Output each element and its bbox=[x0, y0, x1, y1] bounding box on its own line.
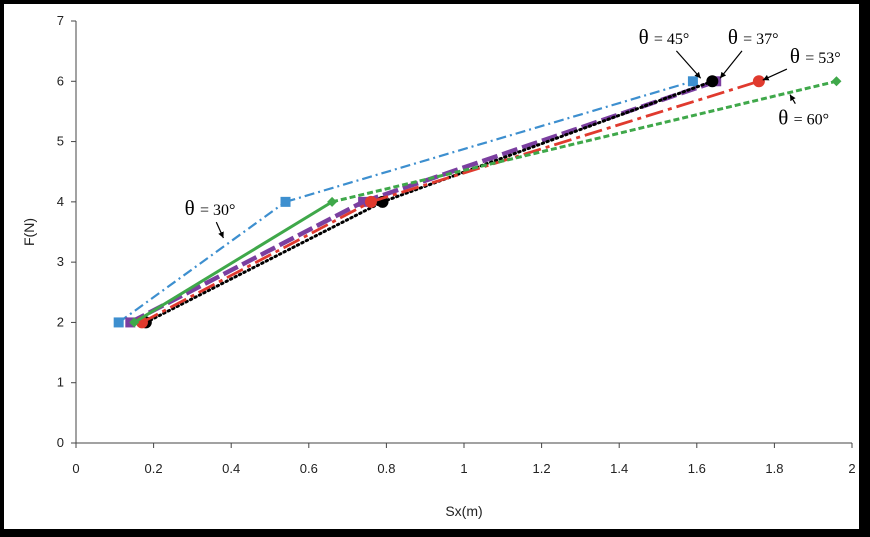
annotation-label: θ = 30° bbox=[185, 196, 236, 220]
annotation-4: θ = 53° bbox=[762, 44, 841, 81]
annotation-arrow bbox=[762, 68, 788, 81]
series-4 bbox=[135, 75, 765, 329]
annotation-arrow bbox=[719, 50, 743, 79]
data-point-marker bbox=[752, 75, 765, 88]
series-line-segment bbox=[331, 79, 837, 204]
y-tick-label: 5 bbox=[57, 134, 64, 149]
series-line-segment bbox=[141, 200, 372, 324]
annotations: θ = 30° θ = 45° θ = 37° θ = 53° θ = 60° bbox=[185, 25, 841, 239]
x-tick-label: 1 bbox=[460, 461, 467, 476]
annotation-label: θ = 60° bbox=[778, 106, 829, 130]
data-point-marker bbox=[129, 317, 140, 328]
annotation-5: θ = 60° bbox=[778, 94, 829, 130]
series-5 bbox=[129, 76, 842, 328]
data-point-marker bbox=[706, 75, 719, 88]
data-point-marker bbox=[280, 196, 291, 207]
x-tick-label: 0.6 bbox=[300, 461, 318, 476]
data-point-marker bbox=[327, 196, 338, 207]
annotation-arrow bbox=[215, 221, 224, 239]
annotation-arrow bbox=[675, 50, 702, 79]
x-tick-label: 1.4 bbox=[610, 461, 628, 476]
series-line-segment bbox=[285, 80, 694, 203]
data-point-marker bbox=[358, 196, 369, 207]
annotation-arrow bbox=[789, 94, 796, 104]
y-tick-label: 3 bbox=[57, 254, 64, 269]
data-point-marker bbox=[113, 317, 124, 328]
y-axis-title: F(N) bbox=[21, 218, 37, 246]
y-tick-label: 7 bbox=[57, 13, 64, 28]
axes: 0 1 2 3 4 5 6 7 0 0.2 0.4 0.6 0.8 1 1.2 1.4 1.6 1.8 2 bbox=[57, 13, 856, 476]
x-tick-label: 0.2 bbox=[145, 461, 163, 476]
annotation-label: θ = 37° bbox=[728, 25, 779, 49]
y-tick-label: 1 bbox=[57, 375, 64, 390]
x-tick-label: 0.8 bbox=[377, 461, 395, 476]
series-line-segment bbox=[133, 200, 333, 324]
annotation-label: θ = 53° bbox=[790, 44, 841, 68]
x-tick-label: 0 bbox=[72, 461, 79, 476]
data-point-marker bbox=[687, 76, 698, 87]
x-tick-label: 1.8 bbox=[765, 461, 783, 476]
series-line-segment bbox=[370, 79, 760, 204]
x-axis-title: Sx(m) bbox=[445, 503, 482, 519]
annotation-1: θ = 30° bbox=[185, 196, 236, 239]
data-point-marker bbox=[364, 195, 377, 208]
series-1 bbox=[113, 76, 698, 328]
y-tick-label: 6 bbox=[57, 73, 64, 88]
annotation-label: θ = 45° bbox=[639, 25, 690, 49]
data-point-marker bbox=[831, 76, 842, 87]
x-tick-label: 0.4 bbox=[222, 461, 240, 476]
series-line-segment bbox=[118, 200, 287, 324]
y-tick-label: 0 bbox=[57, 435, 64, 450]
y-tick-label: 4 bbox=[57, 194, 64, 209]
series-layer bbox=[113, 75, 842, 329]
y-tick-label: 2 bbox=[57, 314, 64, 329]
x-tick-label: 2 bbox=[848, 461, 855, 476]
annotation-2: θ = 45° bbox=[639, 25, 702, 79]
series-line-segment bbox=[144, 200, 385, 324]
x-tick-label: 1.2 bbox=[533, 461, 551, 476]
annotation-3: θ = 37° bbox=[719, 25, 779, 79]
x-tick-label: 1.6 bbox=[688, 461, 706, 476]
